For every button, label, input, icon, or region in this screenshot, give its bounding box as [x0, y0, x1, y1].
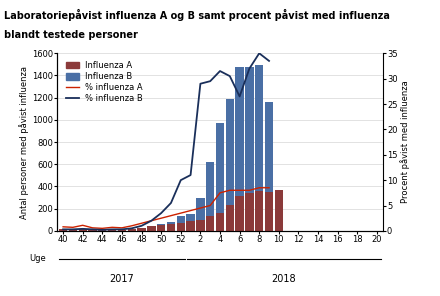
Bar	[59, 230, 67, 231]
Bar	[176, 216, 185, 231]
Bar	[147, 228, 155, 231]
Bar	[275, 190, 283, 231]
Bar	[265, 102, 273, 231]
Bar	[245, 67, 253, 231]
Bar	[255, 191, 264, 231]
Bar	[187, 221, 195, 231]
Bar	[118, 230, 126, 231]
Bar	[196, 220, 205, 231]
Text: Uge: Uge	[29, 254, 46, 263]
Bar	[108, 230, 116, 231]
Text: Laboratoriepåvist influenza A og B samt procent påvist med influenza: Laboratoriepåvist influenza A og B samt …	[4, 9, 390, 21]
Bar	[78, 230, 87, 231]
Bar	[98, 230, 106, 231]
Bar	[128, 230, 136, 231]
Bar	[226, 99, 234, 231]
Bar	[59, 229, 67, 231]
Bar	[78, 229, 87, 231]
Bar	[255, 65, 264, 231]
Y-axis label: Procent påvist med influenza: Procent påvist med influenza	[400, 81, 410, 203]
Bar	[98, 230, 106, 231]
Bar	[128, 229, 136, 231]
Bar	[245, 193, 253, 231]
Bar	[206, 216, 214, 231]
Bar	[157, 225, 165, 231]
Bar	[235, 67, 244, 231]
Bar	[206, 162, 214, 231]
Bar	[137, 229, 146, 231]
Bar	[196, 198, 205, 231]
Bar	[69, 230, 77, 231]
Bar	[167, 222, 175, 231]
Bar	[216, 123, 224, 231]
Text: 2018: 2018	[271, 274, 296, 284]
Bar	[88, 230, 97, 231]
Text: 2017: 2017	[110, 274, 134, 284]
Bar	[176, 223, 185, 231]
Bar	[69, 230, 77, 231]
Bar	[216, 213, 224, 231]
Bar	[88, 230, 97, 231]
Bar	[118, 230, 126, 231]
Y-axis label: Antal personer med påvist influenza: Antal personer med påvist influenza	[19, 66, 29, 218]
Bar	[157, 224, 165, 231]
Bar	[147, 226, 155, 231]
Bar	[108, 230, 116, 231]
Bar	[137, 228, 146, 231]
Bar	[265, 192, 273, 231]
Legend: Influenza A, Influenza B, % influenza A, % influenza B: Influenza A, Influenza B, % influenza A,…	[65, 59, 145, 105]
Bar	[187, 214, 195, 231]
Bar	[235, 197, 244, 231]
Bar	[226, 205, 234, 231]
Text: blandt testede personer: blandt testede personer	[4, 30, 138, 40]
Bar	[167, 224, 175, 231]
